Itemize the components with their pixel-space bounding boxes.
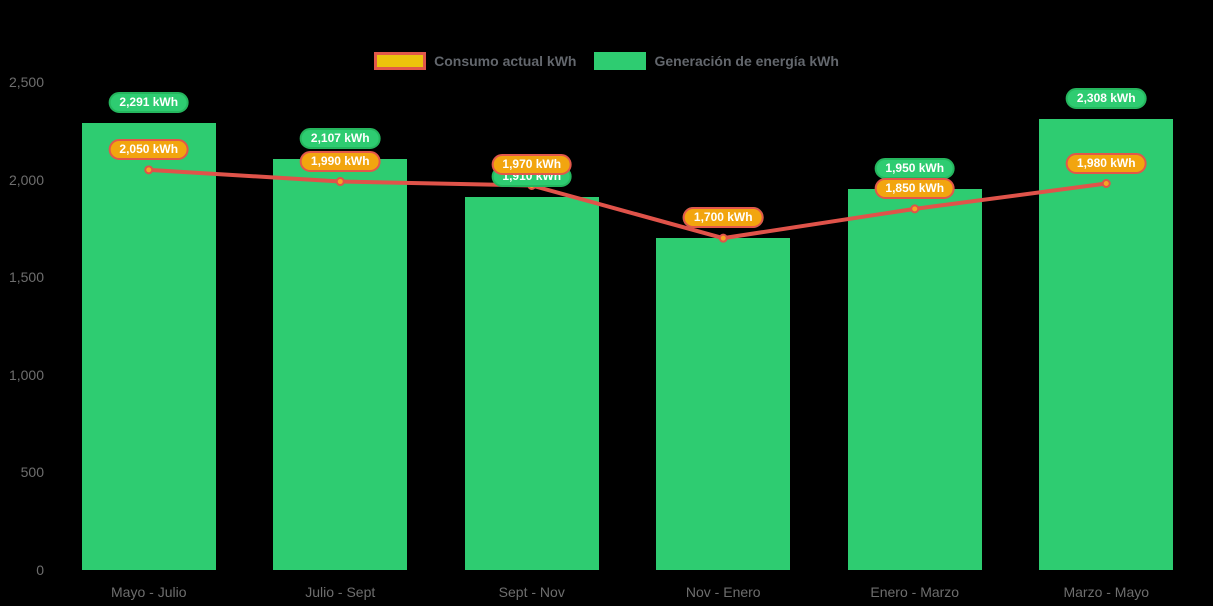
x-axis-tick-label: Mayo - Julio — [111, 584, 187, 600]
legend-item-generation[interactable]: Generación de energía kWh — [594, 52, 839, 70]
y-axis-tick-label: 500 — [20, 464, 44, 481]
x-axis-tick-label: Julio - Sept — [305, 584, 376, 600]
generation-bar[interactable] — [1039, 119, 1174, 570]
consumption-point[interactable] — [335, 177, 345, 187]
consumption-point[interactable] — [144, 165, 154, 175]
y-axis-tick-label: 0 — [36, 562, 44, 578]
legend-label-consumption: Consumo actual kWh — [434, 53, 577, 69]
generation-value-pill: 2,308 kWh — [1065, 88, 1147, 110]
consumption-point[interactable] — [910, 204, 920, 214]
x-axis-tick-label: Marzo - Mayo — [1063, 584, 1150, 600]
generation-bar[interactable] — [656, 238, 791, 570]
y-axis-tick-label: 1,000 — [8, 366, 44, 383]
consumption-line — [148, 167, 1107, 241]
x-axis-tick-label: Enero - Marzo — [870, 584, 960, 600]
y-axis-tick-label: 1,500 — [8, 269, 44, 286]
consumption-value-pill: 2,050 kWh — [108, 138, 190, 160]
generation-value-pill: 2,291 kWh — [108, 91, 190, 113]
x-axis-tick-label: Sept - Nov — [498, 584, 565, 600]
chart-legend: Consumo actual kWh Generación de energía… — [0, 50, 1213, 72]
generation-bar[interactable] — [464, 197, 599, 570]
y-axis-tick-label: 2,000 — [8, 171, 44, 188]
generation-bar[interactable] — [847, 189, 982, 570]
consumption-legend-swatch-icon — [374, 52, 427, 70]
consumption-point[interactable] — [718, 233, 728, 243]
legend-item-consumption[interactable]: Consumo actual kWh — [374, 52, 576, 70]
consumption-point[interactable] — [1101, 179, 1111, 189]
consumption-value-pill: 1,980 kWh — [1065, 152, 1147, 174]
x-axis-tick-label: Nov - Enero — [685, 584, 761, 600]
consumption-value-pill: 1,990 kWh — [299, 150, 381, 172]
generation-bar[interactable] — [81, 122, 216, 570]
consumption-value-pill: 1,850 kWh — [874, 177, 956, 199]
legend-label-generation: Generación de energía kWh — [654, 53, 839, 69]
generation-bar[interactable] — [273, 158, 408, 570]
generation-value-pill: 2,107 kWh — [299, 127, 381, 149]
consumption-value-pill: 1,970 kWh — [491, 154, 573, 176]
consumption-value-pill: 1,700 kWh — [682, 207, 764, 229]
generation-legend-swatch-icon — [594, 52, 647, 70]
generation-value-pill: 1,950 kWh — [874, 158, 956, 180]
y-axis-tick-label: 2,500 — [8, 74, 44, 90]
